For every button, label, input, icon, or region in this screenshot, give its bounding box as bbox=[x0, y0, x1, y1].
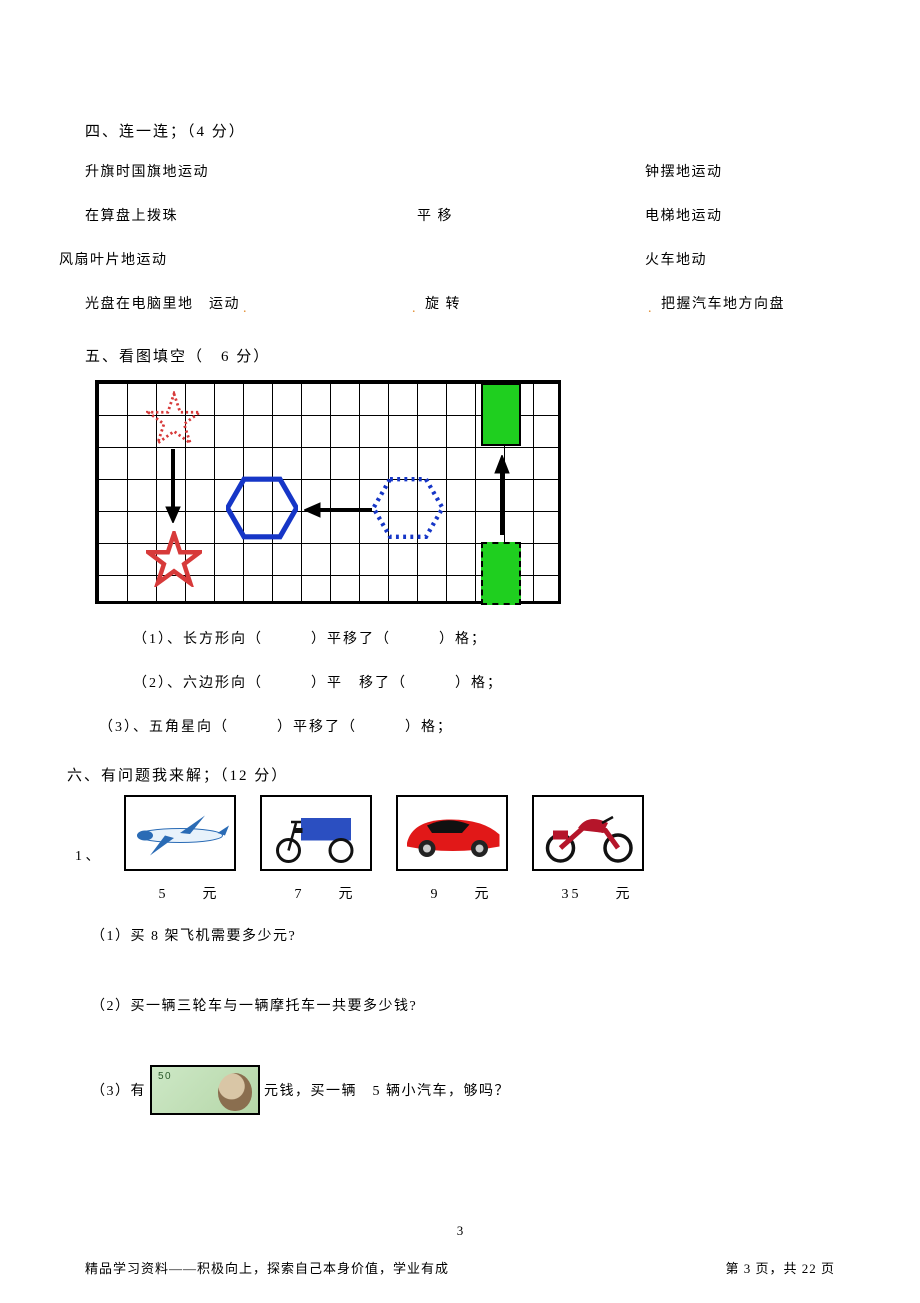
star-solid-icon bbox=[146, 531, 202, 587]
match-center-3: . 旋 转 bbox=[335, 293, 535, 317]
orange-dot-icon: . bbox=[648, 301, 653, 317]
price-val: 9 bbox=[431, 887, 441, 902]
price-motorcycle: 35 元 bbox=[541, 883, 653, 903]
match-left-3: 光盘在电脑里地 运动. bbox=[85, 293, 305, 317]
footer-r1: 第 bbox=[725, 1261, 743, 1276]
money-50-icon bbox=[150, 1065, 260, 1115]
airplane-icon bbox=[130, 808, 230, 858]
hexagon-solid-icon bbox=[226, 475, 298, 541]
problem-index: 1 、 bbox=[75, 845, 100, 865]
arrow-down-icon bbox=[164, 449, 182, 523]
match-right-1: 电梯地运动 bbox=[565, 205, 785, 225]
star-dotted-icon bbox=[146, 391, 202, 447]
price-unit: 元 bbox=[616, 887, 633, 902]
footer-right: 第 3 页，共 22 页 bbox=[725, 1258, 835, 1277]
q5-3: （3）、五角星向（ ）平移了（ ）格； bbox=[99, 716, 835, 736]
price-tricycle: 7 元 bbox=[269, 883, 381, 903]
q6-1: （1）买 8 架飞机需要多少元? bbox=[91, 925, 835, 945]
q6-3-prefix: （3）有 bbox=[91, 1080, 146, 1100]
hexagon-dotted-icon bbox=[372, 475, 444, 541]
product-tricycle bbox=[260, 795, 372, 871]
product-sports-car bbox=[396, 795, 508, 871]
q5-2-text: （2）、六边形向（ ）平 移了（ ）格； bbox=[133, 676, 503, 691]
footer-left: 精品学习资料——积极向上，探索自己本身价值，学业有成 bbox=[85, 1258, 449, 1277]
q6-2: （2）买一辆三轮车与一辆摩托车一共要多少钱? bbox=[91, 995, 835, 1015]
q5-3-text: （3）、五角星向（ ）平移了（ ）格； bbox=[99, 720, 453, 735]
price-unit: 元 bbox=[203, 887, 220, 902]
match-center-0 bbox=[335, 161, 535, 181]
price-row: 5 元 7 元 9 元 35 元 bbox=[99, 883, 835, 903]
match-left-0: 升旗时国旗地运动 bbox=[85, 161, 305, 181]
footer-r5: 页 bbox=[817, 1261, 835, 1276]
tricycle-icon bbox=[266, 803, 366, 863]
product-airplane bbox=[124, 795, 236, 871]
match-left-3-text: 光盘在电脑里地 运动 bbox=[85, 297, 240, 312]
price-airplane: 5 元 bbox=[133, 883, 245, 903]
product-row: 1 、 bbox=[75, 795, 835, 871]
translation-grid bbox=[95, 380, 561, 604]
arrow-left-icon bbox=[304, 501, 372, 519]
footer-r4: 22 bbox=[802, 1261, 817, 1276]
match-right-2: 火车地动 bbox=[565, 249, 785, 269]
page-number: 3 bbox=[457, 1223, 464, 1239]
orange-dot-icon: . bbox=[243, 301, 248, 317]
footer-r3: 页，共 bbox=[751, 1261, 802, 1276]
motorcycle-icon bbox=[538, 803, 638, 863]
worksheet-page: 四、连一连；（4 分） 升旗时国旗地运动 钟摆地运动 在算盘上拨珠 平 移 电梯… bbox=[0, 0, 920, 1303]
matching-grid: 升旗时国旗地运动 钟摆地运动 在算盘上拨珠 平 移 电梯地运动 风扇叶片地运动 … bbox=[85, 161, 835, 317]
price-sports-car: 9 元 bbox=[405, 883, 517, 903]
page-footer: 精品学习资料——积极向上，探索自己本身价值，学业有成 第 3 页，共 22 页 bbox=[85, 1258, 835, 1277]
rectangle-solid bbox=[481, 383, 521, 446]
match-center-1: 平 移 bbox=[335, 205, 535, 225]
match-left-2: 风扇叶片地运动 bbox=[59, 249, 305, 269]
sports-car-icon bbox=[402, 805, 502, 861]
match-center-3-text: 旋 转 bbox=[425, 297, 461, 312]
match-right-3-text: 把握汽车地方向盘 bbox=[661, 297, 785, 312]
match-center-2 bbox=[335, 249, 535, 269]
section-4-title: 四、连一连；（4 分） bbox=[85, 120, 835, 141]
product-motorcycle bbox=[532, 795, 644, 871]
match-right-0: 钟摆地运动 bbox=[565, 161, 785, 181]
rectangle-dashed bbox=[481, 542, 521, 605]
orange-dot-icon: . bbox=[412, 301, 417, 317]
q6-3-row: （3）有 元钱，买一辆 5 辆小汽车，够吗？ bbox=[91, 1065, 835, 1115]
match-left-1: 在算盘上拨珠 bbox=[85, 205, 305, 225]
price-unit: 元 bbox=[339, 887, 356, 902]
price-val: 7 bbox=[295, 887, 305, 902]
section-6-title: 六、有问题我来解；（12 分） bbox=[67, 764, 835, 785]
q5-1: （1）、长方形向（ ）平移了（ ）格； bbox=[133, 628, 835, 648]
price-val: 5 bbox=[159, 887, 169, 902]
price-unit: 元 bbox=[475, 887, 492, 902]
section-5-title: 五、看图填空（ 6 分） bbox=[85, 345, 835, 366]
q6-3-suffix: 元钱，买一辆 5 辆小汽车，够吗？ bbox=[264, 1080, 510, 1100]
arrow-up-icon bbox=[493, 455, 511, 535]
price-val: 35 bbox=[562, 887, 582, 902]
match-right-3: . 把握汽车地方向盘 bbox=[565, 293, 785, 317]
q5-2: （2）、六边形向（ ）平 移了（ ）格； bbox=[133, 672, 835, 692]
